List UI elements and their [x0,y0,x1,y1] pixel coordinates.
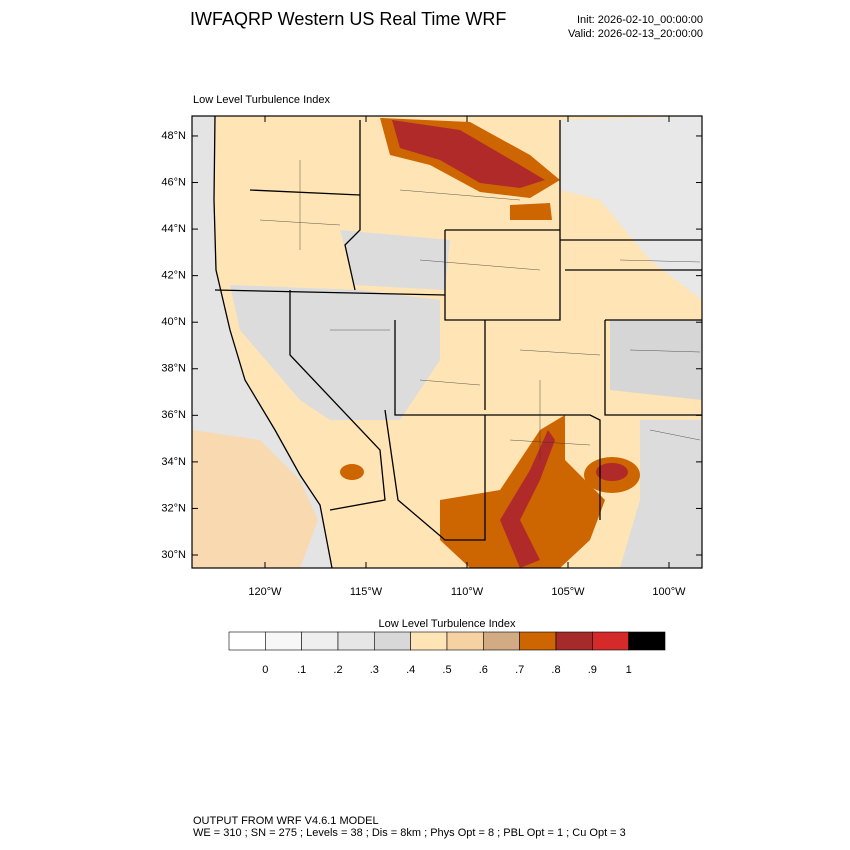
coastline [213,116,333,568]
colorbar-tick-label: 1 [626,664,632,676]
colorbar-tick-label: .4 [406,664,415,676]
colorbar-box [301,631,339,651]
title: IWFAQRP Western US Real Time WRF [190,9,506,29]
lon-tick-label: 110°W [451,586,484,598]
state-boundary [214,120,702,541]
lat-tick-label: 34°N [161,456,186,468]
colorbar-box [519,631,557,651]
gray-area [560,116,702,300]
lat-tick-label: 46°N [161,176,186,188]
colorbar-box [628,631,666,651]
colorbar-box [337,631,375,651]
lat-tick-label: 40°N [161,316,186,328]
colorbar-tick-label: .7 [515,664,524,676]
colorbar-tick-label: .8 [551,664,560,676]
colorbar-tick-label: .3 [370,664,379,676]
county-boundary [259,160,701,460]
map-frame [191,115,703,569]
colorbar-tick-label: .6 [479,664,488,676]
high-turbulence [510,203,552,220]
colorbar-tick-label: .5 [442,664,451,676]
lat-tick-label: 32°N [161,502,186,514]
high-turbulence [500,430,555,568]
valid-time: Valid: 2026-02-13_20:00:00 [568,28,703,40]
lon-tick-label: 115°W [350,586,383,598]
high-turbulence [596,463,628,481]
lon-tick-label: 100°W [652,586,686,598]
footer-line: OUTPUT FROM WRF V4.6.1 MODEL [193,815,379,827]
gray-area [340,230,450,290]
high-turbulence [340,464,364,480]
colorbar-box [592,631,629,651]
colorbar-title: Low Level Turbulence Index [379,618,516,630]
colorbar-tick-label: 0 [262,664,268,676]
colorbar-box [228,631,266,651]
lat-tick-label: 36°N [161,409,186,421]
colorbar-tick-label: .1 [297,664,306,676]
footer-line: WE = 310 ; SN = 275 ; Levels = 38 ; Dis … [193,827,626,839]
lat-tick-label: 30°N [161,549,186,561]
map [191,115,703,569]
gray-area [620,420,702,568]
gray-area [230,285,440,420]
colorbar-box [410,631,448,651]
colorbar-box [483,631,520,651]
colorbar-tick-label: .9 [588,664,597,676]
high-turbulence [392,120,545,188]
lat-tick-label: 42°N [161,270,186,282]
init-time: Init: 2026-02-10_00:00:00 [577,14,703,26]
colorbar-box [265,631,302,651]
lon-tick-label: 105°W [551,586,585,598]
gray-area [610,320,702,400]
colorbar-box [446,631,484,651]
colorbar-box [555,631,593,651]
lon-tick-label: 120°W [248,586,282,598]
map-label: Low Level Turbulence Index [193,94,330,106]
colorbar: Low Level Turbulence Index [379,618,516,630]
lat-tick-label: 38°N [161,363,186,375]
ocean-patch [192,430,318,568]
colorbar-box [374,631,411,651]
colorbar-tick-label: .2 [333,664,342,676]
lat-tick-label: 44°N [161,223,186,235]
lat-tick-label: 48°N [161,130,186,142]
